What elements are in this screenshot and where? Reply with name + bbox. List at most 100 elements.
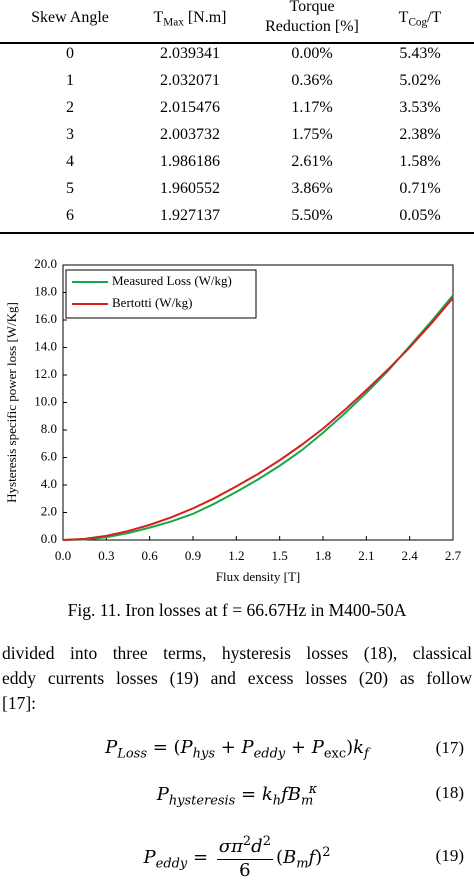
header-cell: Skew Angle — [31, 8, 109, 28]
math-text: = — [235, 784, 262, 806]
table-cell: 0.00% — [291, 45, 333, 62]
math-text: 6 — [239, 859, 251, 881]
series-line — [62, 297, 454, 541]
table-cell: 4 — [66, 153, 74, 170]
header-cell: TMax [N.m] — [154, 8, 227, 32]
math-text: hysteresis — [168, 793, 236, 809]
legend-label: Bertotti (W/kg) — [112, 295, 193, 310]
table-cell: 2.015476 — [160, 99, 220, 116]
header-cell: TCog/T — [399, 8, 442, 32]
denominator: 6 — [237, 860, 252, 883]
math-text: hys — [192, 746, 215, 762]
table-cell: 5.43% — [399, 45, 441, 62]
x-tick-label: 0.0 — [55, 548, 71, 563]
math-text: 2 — [322, 844, 331, 860]
table-cell: 3.53% — [399, 99, 441, 116]
math-text: fB — [281, 784, 302, 806]
y-tick-label: 4.0 — [41, 476, 57, 491]
header-text: Cog — [408, 16, 428, 29]
x-tick-label: 1.5 — [272, 548, 288, 563]
math-text: f — [364, 746, 369, 762]
y-tick-label: 2.0 — [41, 503, 57, 518]
table-cell: 0.71% — [399, 180, 441, 197]
x-tick-label: 0.3 — [98, 548, 114, 563]
legend-label: Measured Loss (W/kg) — [112, 273, 232, 288]
math-text: eddy — [253, 746, 286, 762]
math-text: exc — [323, 746, 347, 762]
math-text: + — [285, 737, 312, 758]
header-text: Reduction [%] — [265, 18, 359, 35]
math-text: P — [105, 737, 118, 758]
math-text: ) — [315, 847, 323, 869]
math-text: σπ — [218, 836, 243, 858]
table-cell: 2 — [66, 99, 74, 116]
math-text: eddy — [155, 856, 188, 872]
x-tick-label: 1.2 — [228, 548, 244, 563]
paragraph-line: divided into three terms, hysteresis los… — [2, 643, 472, 663]
header-text: Skew Angle — [31, 9, 109, 26]
math-text: k — [261, 784, 273, 806]
header-text: Torque — [289, 0, 335, 15]
header-text: /T — [427, 9, 442, 26]
table-cell: 5.50% — [291, 207, 333, 224]
math-text: P — [241, 737, 254, 758]
math-text: 2 — [262, 834, 271, 849]
math-text: Loss — [117, 746, 147, 762]
table-cell: 5.02% — [399, 72, 441, 89]
table-rule — [0, 232, 474, 234]
y-tick-label: 8.0 — [41, 421, 57, 436]
math-text: ) — [346, 737, 354, 758]
series-line — [62, 294, 454, 541]
y-tick-label: 0.0 — [41, 531, 57, 546]
table-cell: 2.039341 — [160, 45, 220, 62]
math-text: = ( — [146, 737, 181, 758]
x-tick-label: 0.9 — [185, 548, 201, 563]
table-cell: 1.58% — [399, 153, 441, 170]
numerator: σπ2d2 — [216, 834, 273, 860]
table-cell: 5 — [66, 180, 74, 197]
table-rule — [0, 42, 474, 44]
equation-number: (17) — [435, 738, 464, 757]
x-tick-label: 1.8 — [315, 548, 331, 563]
y-tick-label: 16.0 — [34, 311, 57, 326]
header-text: T — [153, 9, 164, 26]
equation: PLoss = (Phys + Peddy + Pexc)kf — [0, 737, 474, 762]
header-text: T — [398, 9, 409, 26]
equation-number: (19) — [435, 846, 464, 865]
math-text: m — [296, 856, 309, 872]
table-cell: 2.61% — [291, 153, 333, 170]
header-text: Max — [163, 16, 184, 29]
y-tick-label: 14.0 — [34, 338, 57, 353]
y-axis-label: Hysteresis specific power loss [W/Kg] — [4, 302, 19, 503]
table-cell: 1.927137 — [160, 207, 220, 224]
table-cell: 2.003732 — [160, 126, 220, 143]
table-cell: 1.75% — [291, 126, 333, 143]
equation-number: (18) — [435, 783, 464, 802]
y-tick-label: 10.0 — [34, 393, 57, 408]
x-axis-label: Flux density [T] — [216, 569, 301, 584]
math-text: = — [187, 847, 214, 869]
legend-box — [65, 269, 257, 319]
caption: Fig. 11. Iron losses at f = 66.67Hz in M… — [67, 600, 407, 620]
math-text: ( — [275, 847, 283, 869]
math-text: f — [308, 847, 316, 869]
math-text: h — [272, 793, 282, 809]
math-text: B — [282, 847, 297, 869]
header-cell: Torque Reduction [%] — [265, 0, 359, 37]
table-cell: 3 — [66, 126, 74, 143]
fraction: σπ2d2 6 — [216, 834, 273, 883]
table-cell: 2.38% — [399, 126, 441, 143]
table-cell: 1 — [66, 72, 74, 89]
paragraph-line: [17]: — [2, 693, 37, 713]
y-tick-label: 12.0 — [34, 366, 57, 381]
x-tick-label: 2.4 — [402, 548, 419, 563]
equation: Peddy = σπ2d2 6 (Bmf)2 — [0, 834, 474, 882]
x-tick-label: 0.6 — [142, 548, 159, 563]
table-cell: 2.032071 — [160, 72, 220, 89]
math-text: P — [311, 737, 324, 758]
y-tick-label: 18.0 — [34, 283, 57, 298]
table-cell: 0.05% — [399, 207, 441, 224]
x-tick-label: 2.1 — [358, 548, 374, 563]
y-tick-label: 6.0 — [41, 448, 57, 463]
